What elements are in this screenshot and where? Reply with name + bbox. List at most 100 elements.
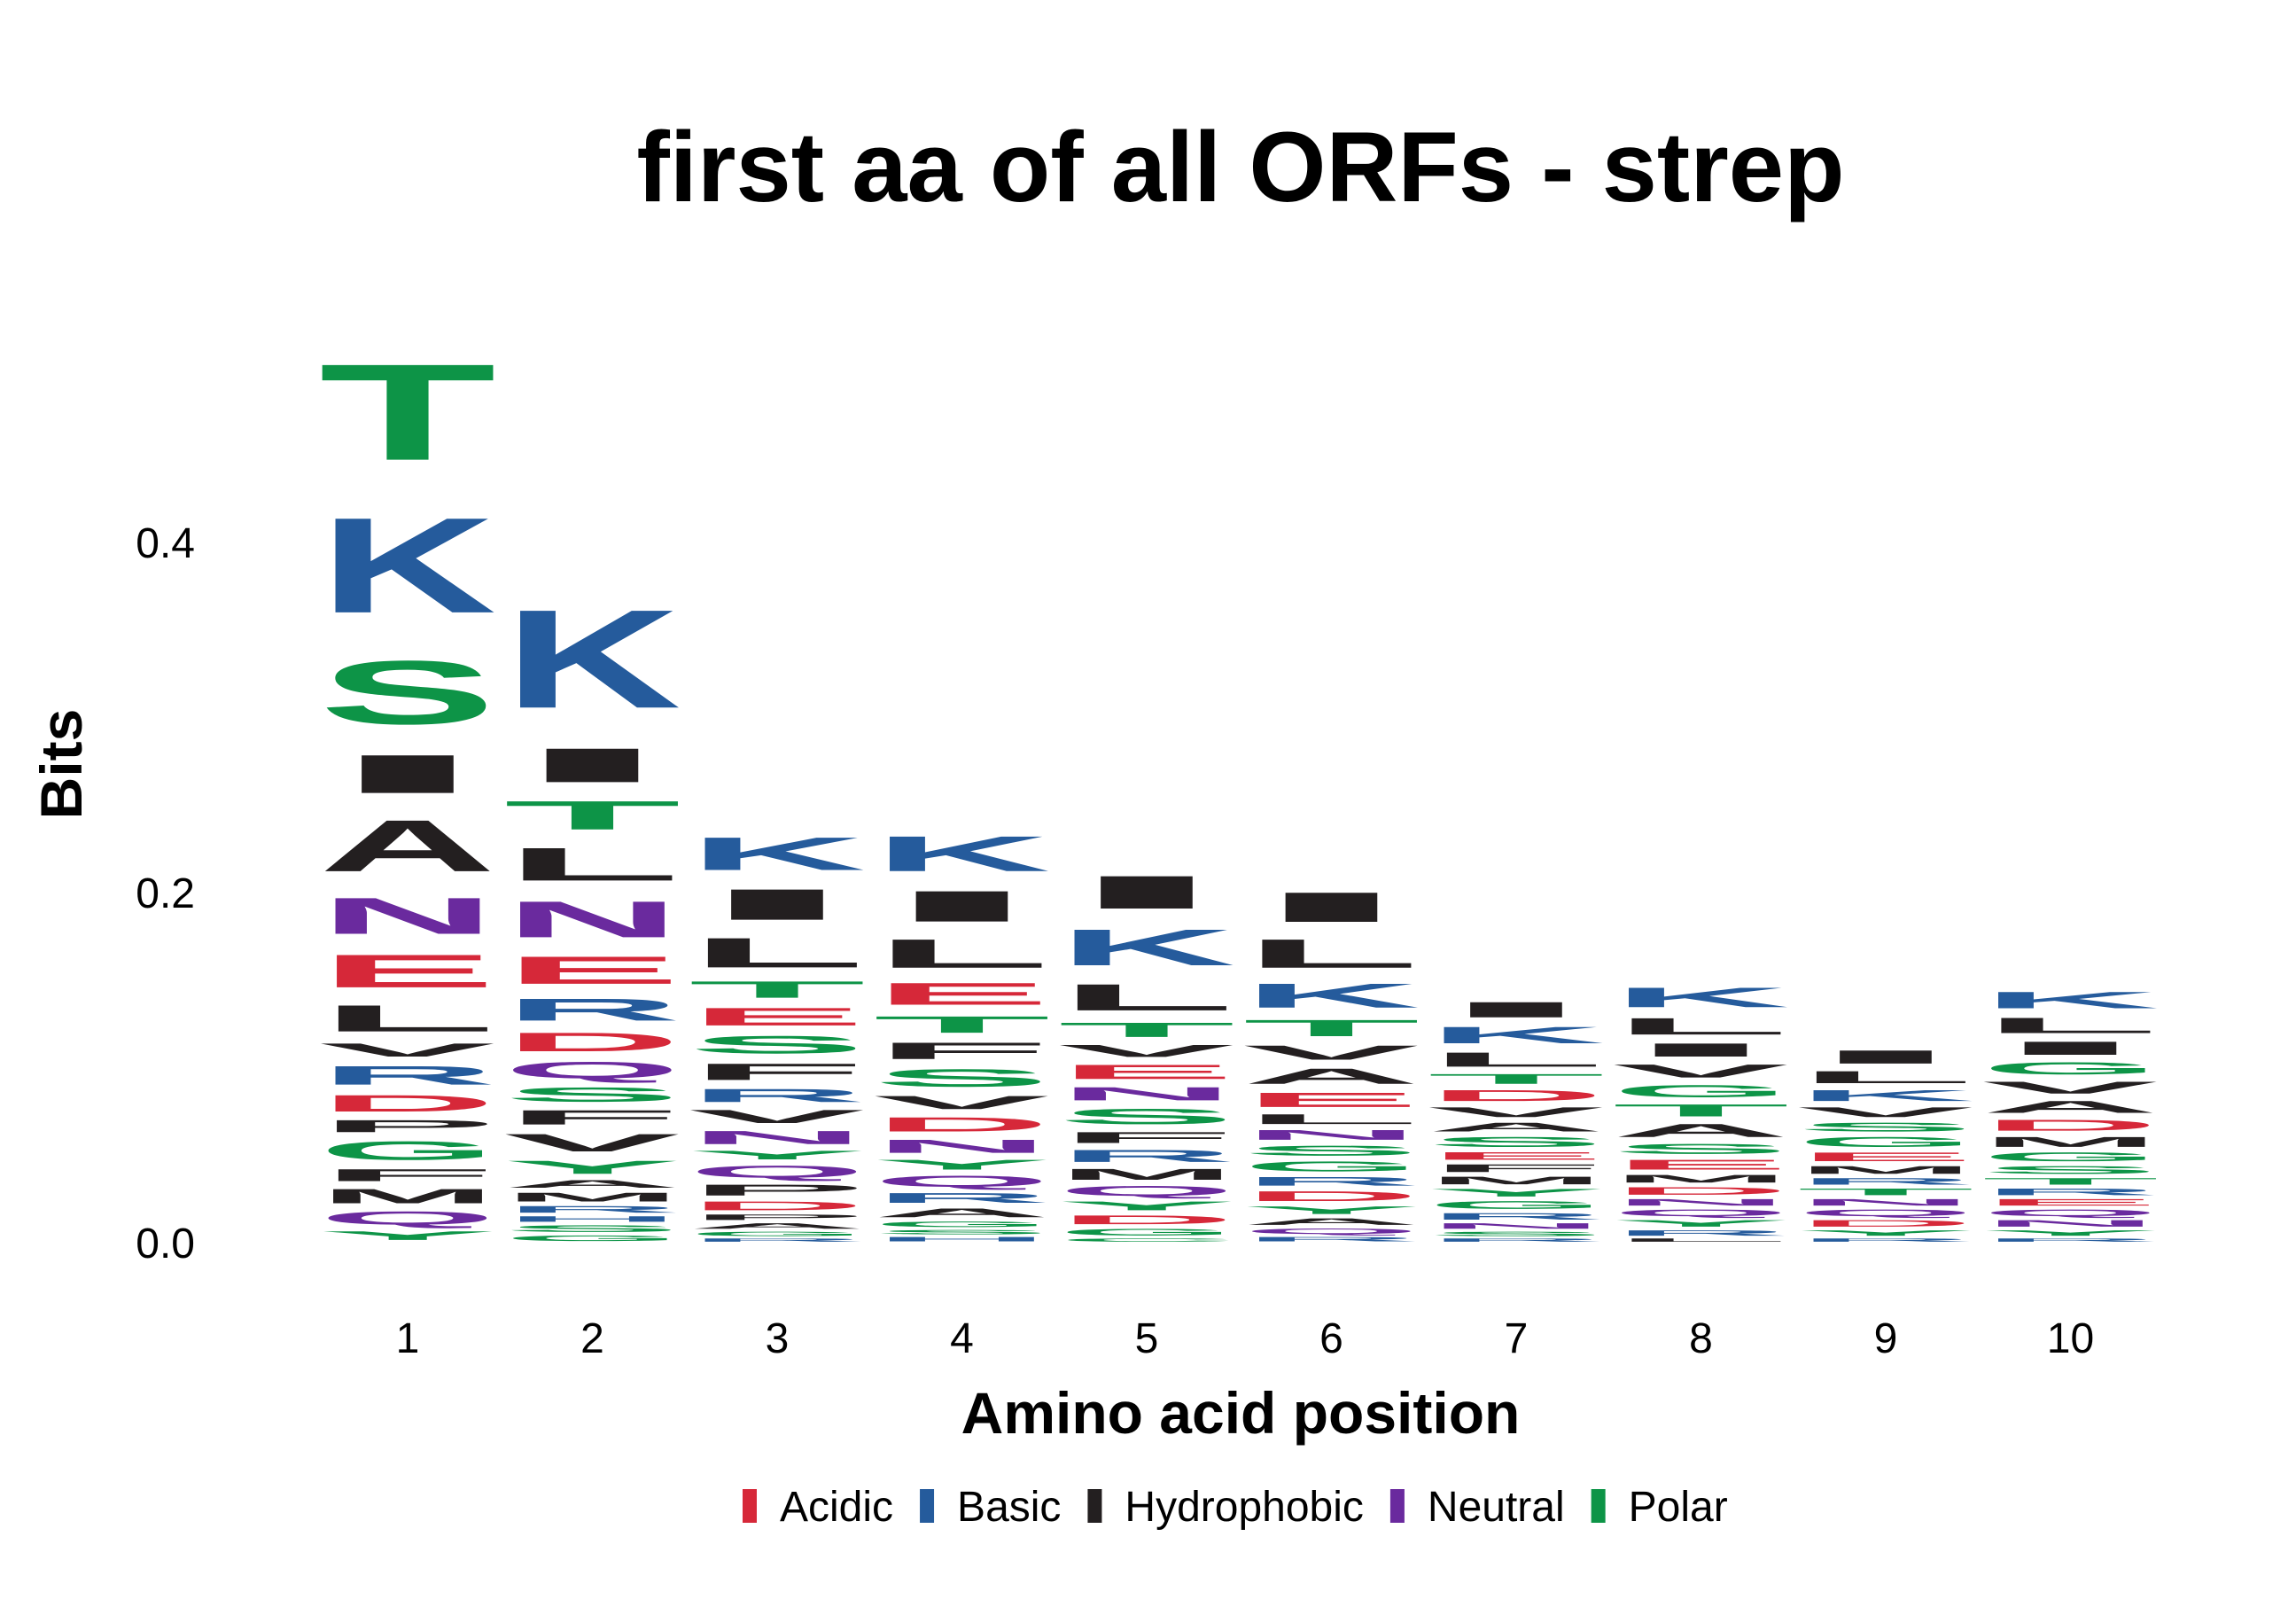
logo-letter: R <box>1243 1174 1420 1189</box>
logo-letter: P <box>689 1213 866 1221</box>
logo-letter: Q <box>1243 1227 1420 1236</box>
y-tick-label: 0.0 <box>136 1221 195 1268</box>
logo-letter: L <box>1428 1049 1605 1072</box>
logo-letter: R <box>1982 1237 2160 1243</box>
logo-letter: G <box>1982 1150 2160 1164</box>
logo-letter: D <box>1058 1213 1235 1227</box>
logo-letter: D <box>874 1113 1051 1136</box>
legend-item: Acidic <box>743 1484 893 1531</box>
logo-letter: R <box>1613 1228 1790 1237</box>
logo-letter: G <box>319 1135 496 1166</box>
logo-letter: G <box>1797 1134 1974 1150</box>
logo-letter: G <box>1243 1158 1420 1174</box>
logo-letter: H <box>874 1236 1051 1243</box>
x-tick-label: 6 <box>1319 1315 1343 1362</box>
logo-letter: L <box>1613 1013 1790 1039</box>
logo-letter: M <box>1428 1174 1605 1187</box>
y-axis-title: Bits <box>28 709 94 820</box>
legend-item: Hydrophobic <box>1087 1484 1364 1531</box>
logo-letter: N <box>1243 1127 1420 1143</box>
logo-letter: G <box>689 1230 866 1237</box>
logo-letter: S <box>504 1083 681 1106</box>
logo-letter: P <box>689 1182 866 1199</box>
legend-label: Basic <box>957 1484 1061 1531</box>
logo-letter: D <box>689 1199 866 1213</box>
logo-letter: Q <box>1058 1183 1235 1199</box>
legend-swatch <box>1087 1489 1102 1523</box>
logo-letter: M <box>319 1185 496 1208</box>
legend-swatch <box>920 1489 935 1523</box>
logo-letter: D <box>319 1090 496 1117</box>
logo-letter: A <box>1613 1120 1790 1142</box>
logo-letter: S <box>1797 1120 1974 1135</box>
logo-letter: R <box>1243 1236 1420 1243</box>
legend-label: Acidic <box>780 1484 893 1531</box>
logo-letter: E <box>689 1002 866 1031</box>
logo-letter: R <box>319 1060 496 1089</box>
logo-letter: K <box>1613 982 1790 1013</box>
logo-letter: S <box>874 1065 1051 1093</box>
legend-label: Hydrophobic <box>1125 1484 1363 1531</box>
logo-letter: A <box>874 1205 1051 1220</box>
logo-letter: V <box>1058 1041 1234 1061</box>
logo-letter: Q <box>1613 1207 1790 1218</box>
logo-letter: G <box>1428 1199 1605 1212</box>
logo-letter: Y <box>1797 1228 1974 1237</box>
logo-letter: Y <box>319 1228 496 1243</box>
y-axis-ticks: 0.0 0.2 0.4 <box>136 520 195 1268</box>
logo-letter: Y <box>689 1148 866 1162</box>
logo-letter: V <box>689 1106 865 1127</box>
logo-letter: K <box>874 826 1051 882</box>
logo-letter: L <box>874 931 1051 976</box>
logo-letter: L <box>504 838 681 891</box>
logo-letter: M <box>1613 1173 1790 1185</box>
logo-letter: T <box>504 792 681 838</box>
logo-letter: T <box>1243 1015 1420 1041</box>
legend-item: Polar <box>1591 1484 1728 1531</box>
chart-title: first aa of all ORFs - strep <box>637 112 1845 222</box>
logo-letter: F <box>504 1106 681 1129</box>
logo-letter: Y <box>1982 1228 2160 1237</box>
logo-letter: L <box>1797 1067 1974 1087</box>
logo-letter: S <box>1428 1230 1605 1237</box>
logo-letter: R <box>1428 1211 1605 1221</box>
logo-letter: T <box>1982 1176 2160 1187</box>
logo-letter: R <box>1797 1176 1974 1187</box>
logo-letter: N <box>504 891 681 948</box>
logo-letter: Q <box>1797 1207 1974 1218</box>
logo-letter: S <box>319 642 496 743</box>
logo-letter: T <box>1613 1101 1790 1120</box>
legend-item: Basic <box>920 1484 1061 1531</box>
logo-letter: K <box>1428 1022 1605 1049</box>
logo-letter: N <box>874 1135 1051 1157</box>
legend: Acidic Basic Hydrophobic Neutral Polar <box>743 1484 1728 1531</box>
logo-letter: I <box>689 880 866 929</box>
x-tick-label: 9 <box>1874 1315 1898 1362</box>
logo-letter: V <box>1797 1104 1973 1120</box>
logo-letter: Y <box>1613 1218 1790 1228</box>
x-tick-label: 8 <box>1689 1315 1713 1362</box>
legend-swatch <box>1591 1489 1606 1523</box>
logo-letter: Q <box>319 1207 496 1228</box>
logo-letter: I <box>1428 997 1605 1022</box>
logo-letter: G <box>1982 1059 2160 1079</box>
logo-letter: V <box>319 1040 495 1061</box>
logo-letter: T <box>1428 1071 1605 1087</box>
x-tick-label: 5 <box>1135 1315 1159 1362</box>
y-tick-label: 0.4 <box>136 520 195 567</box>
logo-letter: V <box>1982 1078 2159 1097</box>
legend-item: Neutral <box>1389 1484 1565 1531</box>
logo-letter: A <box>1982 1097 2160 1117</box>
x-tick-label: 10 <box>2047 1315 2094 1362</box>
legend-swatch <box>1389 1489 1405 1523</box>
logo-letter: E <box>874 977 1051 1011</box>
logo-letter: L <box>1058 977 1235 1018</box>
logo-letter: S <box>1613 1141 1790 1157</box>
logo-letter: H <box>504 1214 681 1223</box>
